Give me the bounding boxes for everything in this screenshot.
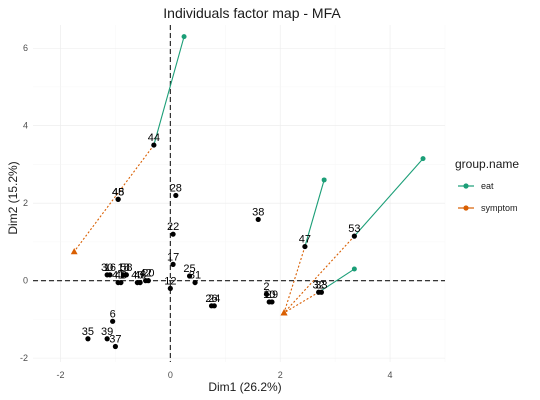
individual-point xyxy=(115,196,121,202)
y-tick-label: 2 xyxy=(23,198,28,208)
eat-partial-segment xyxy=(153,36,185,146)
individual-point xyxy=(173,192,179,199)
legend: group.name eat symptom xyxy=(455,157,519,213)
individual-point xyxy=(110,318,116,324)
eat-partial-point xyxy=(351,266,357,272)
individual-points xyxy=(85,142,357,350)
individual-point xyxy=(107,272,113,278)
individual-label: 28 xyxy=(170,182,182,194)
individual-label: 39 xyxy=(101,326,113,338)
individual-label: 46 xyxy=(134,270,146,282)
reference-lines xyxy=(33,25,445,362)
individual-label: 35 xyxy=(82,326,94,338)
individual-point xyxy=(112,343,118,350)
individual-point xyxy=(318,289,324,295)
eat-partial-point xyxy=(321,177,327,183)
eat-partial-segment xyxy=(318,268,355,293)
symptom-partial-segment xyxy=(283,246,306,313)
individual-label: 48 xyxy=(112,186,124,198)
partial-axis-segments xyxy=(70,34,426,316)
individual-point xyxy=(167,285,173,292)
individual-label: 16 xyxy=(104,262,116,274)
individual-label: 2 xyxy=(263,281,269,293)
individual-point xyxy=(302,243,308,250)
individual-point xyxy=(269,299,275,305)
eat-partial-segment xyxy=(304,179,325,247)
x-axis-title: Dim1 (26.2%) xyxy=(208,380,281,394)
individual-label: 42 xyxy=(139,268,151,280)
symptom-partial-point xyxy=(280,309,288,316)
x-tick-label: 4 xyxy=(388,370,393,380)
symptom-partial-segment xyxy=(283,291,319,314)
individual-label: 43 xyxy=(115,270,127,282)
individual-point xyxy=(118,279,124,286)
individual-label: 44 xyxy=(148,132,160,144)
individual-label: 10 xyxy=(263,289,275,301)
individual-label: 40 xyxy=(131,270,143,282)
individual-label: 32 xyxy=(313,279,325,291)
individual-label: 38 xyxy=(252,206,264,218)
individual-point xyxy=(151,142,157,148)
y-tick-label: 4 xyxy=(23,121,28,131)
x-tick-label: -2 xyxy=(56,370,64,380)
x-tick-label: 2 xyxy=(278,370,283,380)
individual-label: 18 xyxy=(118,262,130,274)
individual-point xyxy=(170,231,176,237)
individual-label: 30 xyxy=(101,262,113,274)
individual-point xyxy=(104,336,110,342)
individual-label: 12 xyxy=(164,275,176,287)
symptom-partial-point xyxy=(70,248,78,255)
x-tick-label: 0 xyxy=(168,370,173,380)
y-tick-label: -2 xyxy=(20,353,28,363)
legend-title: group.name xyxy=(455,157,519,171)
individual-label: 24 xyxy=(208,293,220,305)
individual-label: 37 xyxy=(109,334,121,346)
eat-partial-point xyxy=(181,34,187,40)
individual-label: 47 xyxy=(299,234,311,246)
individual-label: 53 xyxy=(348,223,360,235)
individual-point xyxy=(351,233,357,239)
individual-point xyxy=(211,303,217,309)
individual-point xyxy=(170,261,176,267)
individual-label: 26 xyxy=(205,293,217,305)
individual-point xyxy=(186,273,193,279)
individual-label: 31 xyxy=(189,270,201,282)
chart-title: Individuals factor map - MFA xyxy=(163,5,341,21)
y-tick-label: 6 xyxy=(23,43,28,53)
individual-label: 6 xyxy=(110,308,116,320)
legend-marker-eat xyxy=(463,183,469,189)
individual-label: 29 xyxy=(266,289,278,301)
individual-label: 20 xyxy=(142,268,154,280)
legend-label-eat: eat xyxy=(481,181,494,191)
y-axis-title: Dim2 (15.2%) xyxy=(6,161,20,234)
individual-label: 41 xyxy=(112,270,124,282)
individual-label: 17 xyxy=(167,251,179,263)
individual-point xyxy=(263,291,270,297)
symptom-partial-segment xyxy=(73,144,155,252)
individual-label: 33 xyxy=(315,279,327,291)
individual-point xyxy=(255,216,261,223)
eat-partial-point xyxy=(420,156,426,162)
symptom-partial-segment xyxy=(283,235,355,314)
grid xyxy=(33,25,446,362)
legend-label-symptom: symptom xyxy=(481,203,518,213)
legend-marker-symptom xyxy=(463,205,469,211)
individual-label: 45 xyxy=(112,186,124,198)
individual-point xyxy=(123,272,129,278)
individual-point xyxy=(137,279,143,286)
individual-label: 58 xyxy=(120,262,132,274)
individual-point xyxy=(145,278,151,284)
y-tick-label: 0 xyxy=(23,276,28,286)
individual-point xyxy=(192,279,198,286)
individual-point xyxy=(85,336,91,342)
eat-partial-segment xyxy=(353,158,424,237)
individual-label: 22 xyxy=(167,221,179,233)
individual-label: 25 xyxy=(183,263,195,275)
